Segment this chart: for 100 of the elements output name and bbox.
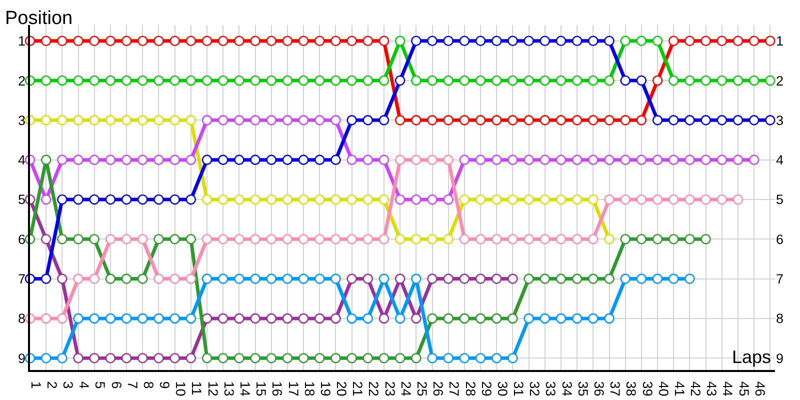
point	[298, 154, 309, 165]
point	[652, 36, 663, 46]
point	[250, 234, 260, 244]
point	[314, 313, 325, 324]
point	[73, 274, 84, 284]
point	[137, 274, 148, 284]
point	[524, 115, 534, 126]
point	[218, 154, 228, 165]
point	[234, 115, 244, 126]
point	[266, 154, 277, 165]
point	[40, 154, 52, 165]
x-tick-label: 43	[704, 381, 720, 396]
point	[282, 313, 293, 324]
point	[266, 352, 277, 364]
point	[540, 36, 550, 46]
y-tick-label: 4	[18, 152, 26, 168]
point	[362, 75, 374, 86]
point	[475, 115, 486, 126]
point	[508, 115, 518, 126]
point	[314, 352, 325, 364]
point	[234, 194, 244, 205]
point	[186, 313, 196, 324]
point	[748, 115, 760, 126]
point	[154, 75, 164, 86]
y-tick-label: 3	[18, 112, 26, 128]
point	[40, 274, 52, 284]
point	[89, 313, 100, 324]
point	[250, 36, 260, 46]
point	[57, 352, 68, 364]
point	[362, 274, 374, 284]
point	[89, 154, 100, 165]
point	[218, 313, 228, 324]
point	[620, 75, 631, 86]
point	[234, 313, 244, 324]
x-tick-label: 29	[478, 381, 494, 396]
x-tick-label: 1	[28, 381, 44, 389]
point	[394, 274, 406, 284]
x-tick-label: 30	[494, 381, 510, 396]
point	[89, 194, 100, 205]
point	[40, 36, 52, 46]
point	[250, 352, 260, 364]
point	[314, 194, 325, 205]
point	[491, 352, 502, 364]
point	[394, 234, 406, 244]
x-tick-label: 31	[511, 381, 526, 396]
point	[475, 154, 486, 165]
point	[508, 154, 518, 165]
point	[298, 75, 309, 86]
point	[105, 194, 116, 205]
y2-tick-label: 6	[776, 232, 784, 247]
point	[427, 313, 438, 324]
point	[443, 36, 454, 46]
point	[186, 234, 196, 244]
point	[732, 154, 744, 165]
point	[588, 36, 598, 46]
point	[154, 313, 164, 324]
point	[765, 75, 776, 86]
point	[427, 75, 438, 86]
point	[105, 154, 116, 165]
x-tick-label: 21	[350, 381, 366, 396]
point	[73, 234, 84, 244]
point	[282, 75, 293, 86]
point	[604, 36, 614, 46]
x-tick-label: 7	[124, 381, 140, 389]
x-tick-label: 15	[254, 381, 269, 396]
point	[684, 154, 695, 165]
x-tick-label: 45	[736, 381, 752, 396]
point	[540, 313, 550, 324]
point	[491, 194, 502, 205]
point	[378, 115, 390, 126]
point	[652, 274, 663, 284]
point	[540, 234, 550, 244]
point	[684, 194, 695, 205]
point	[491, 36, 502, 46]
point	[137, 352, 148, 364]
point	[234, 36, 244, 46]
point	[202, 75, 212, 86]
point	[346, 115, 357, 126]
y2-tick-label: 5	[776, 192, 784, 208]
point	[186, 274, 196, 284]
point	[121, 115, 132, 126]
y-tick-label: 5	[18, 192, 26, 208]
x-tick-label: 42	[688, 381, 704, 396]
x-axis-title: Laps	[732, 347, 772, 367]
point	[475, 75, 486, 86]
point	[105, 115, 116, 126]
point	[154, 194, 164, 205]
x-tick-label: 20	[334, 381, 350, 396]
point	[314, 75, 325, 86]
point	[266, 313, 277, 324]
point	[121, 313, 132, 324]
x-tick-label: 44	[720, 381, 736, 397]
point	[346, 313, 357, 324]
point	[137, 313, 148, 324]
point	[732, 75, 744, 86]
point	[330, 194, 341, 205]
point	[282, 115, 293, 126]
point	[684, 75, 695, 86]
x-tick-label: 17	[286, 381, 301, 396]
point	[346, 75, 357, 86]
